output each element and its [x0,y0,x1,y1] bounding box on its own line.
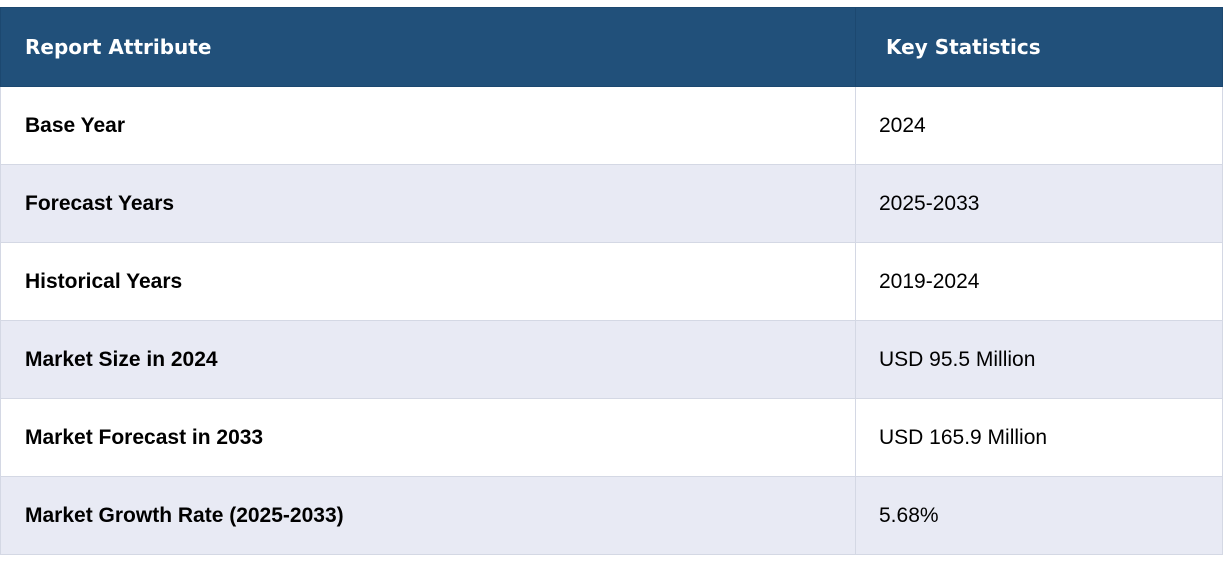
header-report-attribute: Report Attribute [1,8,856,87]
table-header: Report Attribute Key Statistics [1,8,1223,87]
row-value: USD 165.9 Million [856,399,1223,477]
header-row: Report Attribute Key Statistics [1,8,1223,87]
row-attribute: Forecast Years [1,165,856,243]
row-value: 2019-2024 [856,243,1223,321]
row-attribute: Market Size in 2024 [1,321,856,399]
table-row: Market Forecast in 2033 USD 165.9 Millio… [1,399,1223,477]
row-value: 2024 [856,87,1223,165]
header-key-statistics: Key Statistics [856,8,1223,87]
report-table-container: Report Attribute Key Statistics Base Yea… [0,7,1222,555]
table-row: Forecast Years 2025-2033 [1,165,1223,243]
row-attribute: Market Growth Rate (2025-2033) [1,477,856,555]
table-row: Market Size in 2024 USD 95.5 Million [1,321,1223,399]
report-attributes-table: Report Attribute Key Statistics Base Yea… [0,7,1223,555]
table-body: Base Year 2024 Forecast Years 2025-2033 … [1,87,1223,555]
table-row: Market Growth Rate (2025-2033) 5.68% [1,477,1223,555]
table-row: Historical Years 2019-2024 [1,243,1223,321]
row-attribute: Base Year [1,87,856,165]
row-value: 5.68% [856,477,1223,555]
row-value: 2025-2033 [856,165,1223,243]
table-row: Base Year 2024 [1,87,1223,165]
row-value: USD 95.5 Million [856,321,1223,399]
row-attribute: Market Forecast in 2033 [1,399,856,477]
row-attribute: Historical Years [1,243,856,321]
